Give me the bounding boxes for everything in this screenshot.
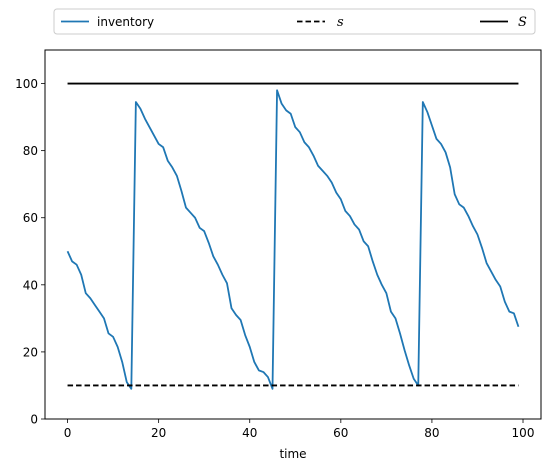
y-tick-label: 20: [23, 345, 38, 359]
x-tick-label: 40: [242, 426, 257, 440]
y-tick-label: 40: [23, 278, 38, 292]
x-tick-label: 0: [64, 426, 72, 440]
series-line-inventory: [66, 89, 520, 390]
x-axis-label: time: [279, 447, 306, 461]
y-axis: 0 20 40 60 80 100: [15, 77, 45, 427]
chart-marks: [66, 82, 520, 390]
x-tick-label: 20: [151, 426, 166, 440]
legend-label-inventory: inventory: [97, 15, 154, 29]
x-tick-label: 60: [333, 426, 348, 440]
y-tick-label: 80: [23, 144, 38, 158]
y-tick-label: 100: [15, 77, 38, 91]
x-tick-label: 100: [512, 426, 535, 440]
y-tick-label: 60: [23, 211, 38, 225]
plot-area: [44, 49, 542, 420]
legend: inventory s S: [53, 8, 536, 35]
x-tick-label: 80: [424, 426, 439, 440]
legend-label-s: s: [337, 15, 344, 30]
legend-box: [53, 8, 536, 35]
legend-label-S: S: [518, 15, 527, 30]
x-axis: 0 20 40 60 80 100: [64, 419, 535, 440]
y-tick-label: 0: [30, 413, 38, 427]
